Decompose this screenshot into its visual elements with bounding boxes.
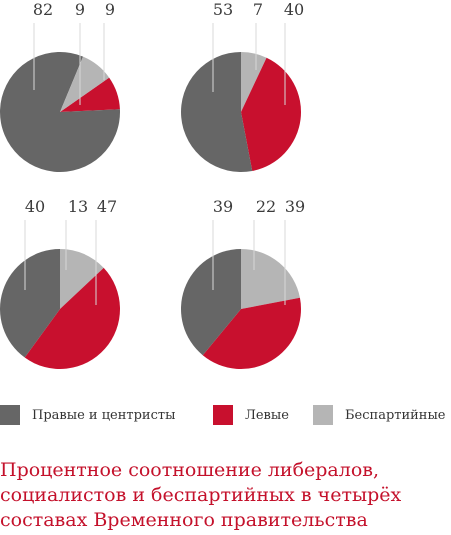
- legend-item-left: Левые: [213, 405, 289, 425]
- pie-4-value-nonpartisan: 22: [256, 197, 276, 216]
- pie-chart-2: 53 7 40: [181, 0, 304, 172]
- legend-label-right-center: Правые и центристы: [32, 407, 176, 423]
- pie-chart-3: 40 13 47: [0, 197, 121, 370]
- caption-line-2: социалистов и беспартийных в четырёх: [0, 484, 402, 506]
- legend-label-nonpartisan: Беспартийные: [345, 407, 446, 423]
- pie-2-value-left: 40: [284, 0, 304, 19]
- pie-1-value-left: 9: [75, 0, 85, 19]
- legend-swatch-right-center: [0, 405, 20, 425]
- pie-2-slice-left: [241, 57, 302, 171]
- caption: Процентное соотношение либералов, социал…: [0, 458, 451, 533]
- caption-line-3: составах Временного правительства: [0, 509, 368, 531]
- legend-swatch-left: [213, 405, 233, 425]
- pie-3-value-nonpartisan: 13: [68, 197, 88, 216]
- legend-label-left: Левые: [245, 407, 289, 423]
- pie-1-slice-nonpartisan: [60, 56, 110, 112]
- legend-item-right-center: Правые и центристы: [0, 405, 175, 425]
- pie-3-slice-nonpartisan: [60, 249, 104, 309]
- pie-chart-1: 82 9 9: [0, 0, 121, 173]
- pie-3-value-right-center: 40: [25, 197, 45, 216]
- pie-3-value-left: 47: [97, 197, 117, 216]
- pie-2-value-right-center: 53: [213, 0, 233, 19]
- pie-2-slice-nonpartisan: [241, 52, 267, 112]
- legend-item-nonpartisan: Беспартийные: [313, 405, 446, 425]
- pie-1-slice-right-center: [0, 52, 121, 173]
- legend-swatch-nonpartisan: [313, 405, 333, 425]
- legend: Правые и центристы Левые Беспартийные: [0, 405, 451, 431]
- caption-line-1: Процентное соотношение либералов,: [0, 459, 379, 481]
- pie-4-value-right-center: 39: [213, 197, 233, 216]
- pie-3-slice-right-center: [0, 249, 60, 358]
- pie-1-slice-left: [60, 77, 120, 112]
- pie-4-value-left: 39: [285, 197, 305, 216]
- pie-1-value-right-center: 82: [33, 0, 53, 19]
- pie-2-value-nonpartisan: 7: [253, 0, 263, 19]
- pie-4-slice-right-center: [180, 249, 241, 356]
- pie-2-slice-right-center: [181, 52, 253, 172]
- pie-1-value-nonpartisan: 9: [105, 0, 115, 19]
- pie-4-slice-left: [202, 297, 302, 370]
- pie-chart-4: 39 22 39: [180, 197, 305, 370]
